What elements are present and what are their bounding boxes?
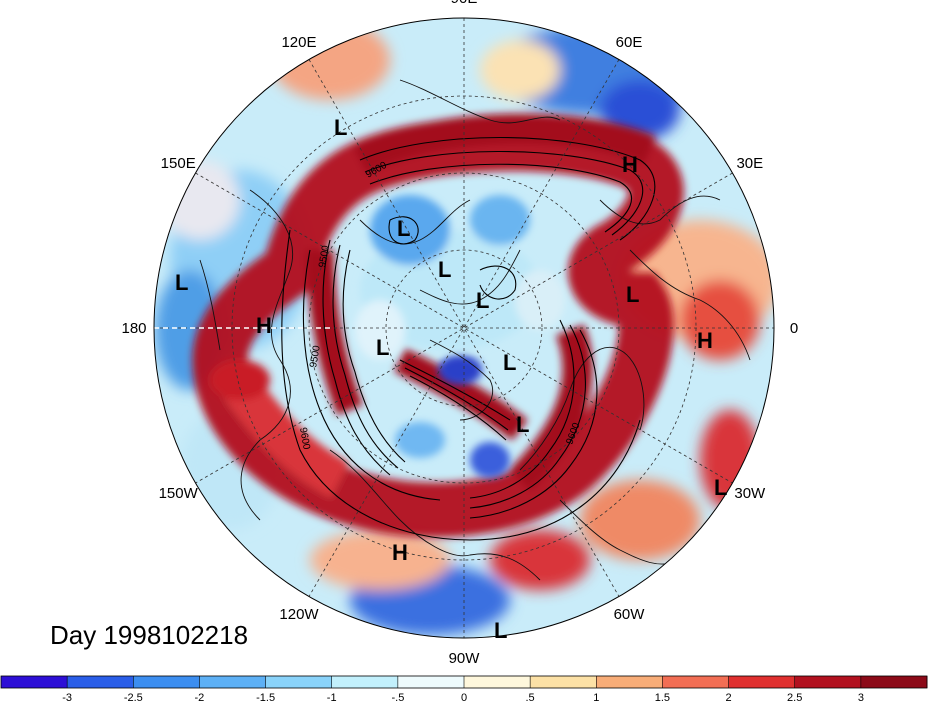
colorbar-tick-label: 1.5 [655, 692, 670, 702]
longitude-label: 90W [449, 650, 481, 667]
longitude-label: 90E [451, 0, 478, 7]
low-pressure-marker: L [516, 412, 529, 437]
contour-label: 9500 [317, 244, 332, 268]
longitude-label: 150E [161, 155, 196, 172]
colorbar-swatch [265, 676, 333, 688]
coastlines [199, 79, 751, 581]
colorbar-tick-label: 1 [593, 692, 599, 702]
colorbar-swatch [662, 676, 730, 688]
colorbar-tick-label: -1.5 [256, 692, 275, 702]
colorbar-tick-label: -3 [62, 692, 72, 702]
colorbar-swatch [794, 676, 862, 688]
low-pressure-marker: L [334, 115, 347, 140]
longitude-label: 120E [281, 34, 316, 51]
colorbar-swatch [728, 676, 796, 688]
contour-label: 9600 [297, 427, 312, 451]
low-pressure-marker: L [476, 288, 489, 313]
low-pressure-marker: L [397, 216, 410, 241]
low-pressure-marker: L [376, 335, 389, 360]
colorbar-swatch [331, 676, 399, 688]
high-pressure-marker: H [256, 313, 272, 338]
colorbar: -3 -2.5 -2 -1.5 -1 -.5 0 .5 1 1.5 2 2.5 3 [0, 675, 928, 702]
longitude-label: 60W [614, 606, 646, 623]
low-pressure-marker: L [438, 257, 451, 282]
longitude-label: 150W [159, 485, 199, 502]
low-pressure-marker: L [175, 270, 188, 295]
colorbar-swatch [199, 676, 267, 688]
longitude-label: 180 [121, 320, 146, 337]
colorbar-swatch [67, 676, 134, 688]
low-pressure-marker: L [626, 282, 639, 307]
colorbar-swatch [464, 676, 531, 688]
low-pressure-marker: L [714, 475, 727, 500]
low-pressure-marker: L [494, 618, 507, 643]
longitude-label: 120W [279, 606, 319, 623]
colorbar-tick-label: 2.5 [787, 692, 802, 702]
colorbar-swatch [860, 676, 928, 688]
colorbar-swatch [133, 676, 200, 688]
colorbar-tick-label: -.5 [391, 692, 404, 702]
high-pressure-marker: H [697, 328, 713, 353]
colorbar-tick-label: 3 [858, 692, 864, 702]
contour-label: 9500 [308, 344, 323, 368]
height-contours [281, 136, 656, 541]
high-pressure-marker: H [392, 540, 408, 565]
longitude-labels: 90E 60E 30E 0 30W 60W 90W 120W 150W 180 150E 120E [121, 0, 798, 667]
colorbar-tick-label: 0 [461, 692, 467, 702]
colorbar-tick-label: .5 [526, 692, 535, 702]
longitude-label: 30E [736, 155, 763, 172]
high-pressure-marker: H [622, 152, 638, 177]
date-label: Day 1998102218 [50, 620, 249, 650]
longitude-label: 30W [734, 485, 766, 502]
colorbar-tick-label: -2.5 [124, 692, 143, 702]
globe-border [153, 17, 775, 639]
contour-labels: 9600 9500 9500 9600 9600 [297, 160, 583, 451]
colorbar-swatch [530, 676, 597, 688]
colorbar-tick-label: -2 [195, 692, 205, 702]
colorbar-tick-label: 2 [726, 692, 732, 702]
low-pressure-marker: L [503, 350, 516, 375]
colorbar-swatch [397, 676, 465, 688]
pressure-centers: L H L L L L L H L L L H L H L [175, 115, 727, 643]
longitude-label: 60E [616, 34, 643, 51]
longitude-label: 0 [790, 320, 798, 337]
colorbar-tick-label: -1 [327, 692, 337, 702]
colorbar-swatch [1, 676, 68, 688]
colorbar-swatch [596, 676, 663, 688]
